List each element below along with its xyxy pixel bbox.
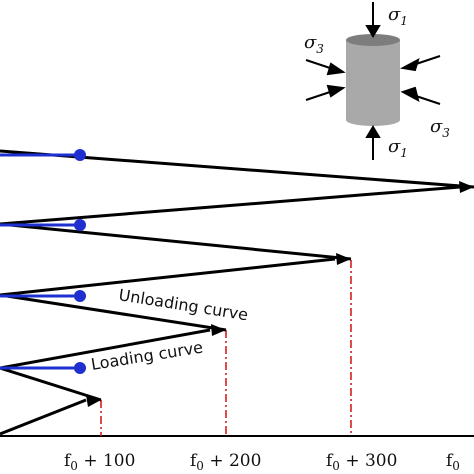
stress-arrows	[305, 2, 441, 160]
tick-label-2: f0 + 200	[190, 451, 261, 473]
arrowhead-4	[459, 181, 474, 193]
specimen-cylinder-body	[346, 40, 400, 120]
arrowhead-2	[211, 324, 226, 336]
unloading-curve-label: Unloading curve	[117, 285, 249, 324]
specimen-cylinder-top	[346, 34, 400, 46]
loading-segment-2	[0, 328, 211, 370]
unloading-segment-1	[0, 366, 102, 402]
residual-dot-1	[74, 149, 86, 161]
load-path	[0, 149, 474, 436]
arrowhead-1	[86, 395, 101, 407]
guide-lines	[100, 260, 352, 436]
unloading-segment-2	[0, 293, 227, 332]
specimen-cylinder-bottom	[346, 114, 400, 126]
loading-curve-label: Loading curve	[90, 338, 205, 374]
sigma1-bottom-label: σ1	[388, 136, 408, 160]
tick-label-1: f0 + 100	[64, 451, 135, 473]
residual-dot-4	[74, 362, 86, 374]
loading-segment-1	[0, 398, 87, 436]
path-arrowheads	[86, 181, 474, 407]
residual-dot-2	[74, 219, 86, 231]
sigma3-left-label: σ3	[304, 32, 324, 56]
tick-label-3: f0 + 300	[326, 451, 397, 473]
loading-segment-3	[0, 257, 336, 297]
arrowhead-3	[336, 253, 351, 265]
residual-markers	[0, 149, 86, 374]
loading-segment-4	[0, 185, 461, 226]
specimen-schematic: σ1 σ1 σ3 σ3	[304, 2, 450, 160]
sigma3-right-label: σ3	[430, 116, 450, 140]
sigma1-top-label: σ1	[388, 4, 408, 28]
residual-dot-3	[74, 290, 86, 302]
unloading-segment-3	[0, 222, 352, 261]
tick-label-4: f0	[446, 451, 460, 473]
